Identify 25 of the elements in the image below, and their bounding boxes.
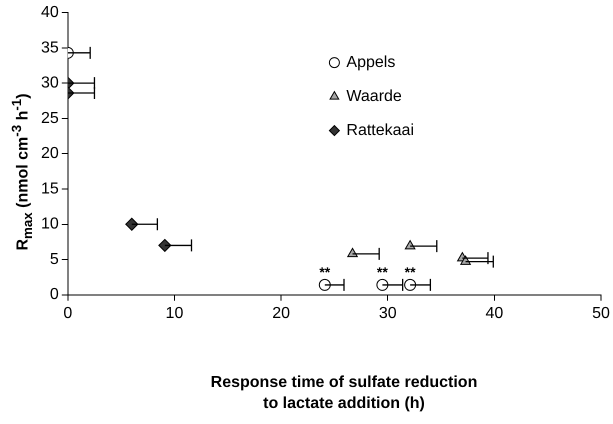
point bbox=[404, 278, 416, 291]
legend-label: Appels bbox=[346, 54, 396, 72]
x-axis-title: Response time of sulfate reduction to lactate addition (h) bbox=[210, 373, 478, 414]
y-tick-label: 40 bbox=[41, 4, 59, 22]
y-tick-label: 25 bbox=[41, 110, 59, 127]
y-tick-label: 15 bbox=[41, 180, 59, 198]
x-tick-label: 40 bbox=[485, 304, 504, 322]
y-tick-label: 5 bbox=[50, 250, 59, 268]
x-tick-label: 50 bbox=[592, 304, 610, 322]
x-tick-label: 30 bbox=[378, 304, 397, 322]
point bbox=[318, 278, 331, 291]
x-tick-label: 20 bbox=[272, 304, 290, 322]
x-tick-label: 0 bbox=[63, 304, 72, 322]
y-tick-label: 10 bbox=[41, 216, 59, 233]
annotation: ** bbox=[376, 264, 388, 280]
y-tick-label: 35 bbox=[41, 39, 59, 56]
y-tick-label: 0 bbox=[50, 286, 59, 304]
annotation: ** bbox=[404, 264, 416, 280]
y-tick-label: 20 bbox=[41, 145, 59, 162]
legend-label: Rattekaai bbox=[346, 122, 414, 140]
legend-label: Waarde bbox=[346, 88, 402, 106]
x-tick-label: 10 bbox=[166, 304, 184, 322]
point bbox=[376, 278, 388, 291]
y-tick-label: 30 bbox=[41, 74, 59, 92]
annotation: ** bbox=[319, 264, 331, 280]
